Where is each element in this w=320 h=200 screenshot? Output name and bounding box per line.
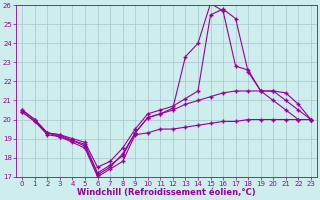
X-axis label: Windchill (Refroidissement éolien,°C): Windchill (Refroidissement éolien,°C) [77, 188, 256, 197]
